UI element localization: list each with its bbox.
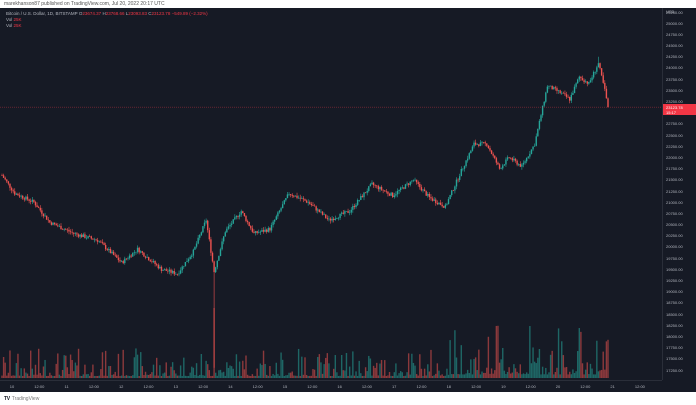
legend-vol-label: Vol (6, 17, 13, 22)
candle-countdown: 15:17 (666, 109, 677, 115)
candlestick-chart[interactable] (0, 8, 662, 380)
price-axis-label: 19500.00 (666, 266, 683, 272)
legend-vol-value: 25K (13, 23, 22, 28)
time-axis-label: 12:00 (471, 384, 482, 389)
price-axis-label: 22250.00 (666, 143, 683, 149)
price-axis-label: 24500.00 (666, 43, 683, 49)
legend-volume-row-2[interactable]: Vol 25K (6, 23, 208, 29)
time-axis-label: 13 (173, 384, 179, 389)
price-axis-label: 23750.00 (666, 76, 683, 82)
legend-symbol[interactable]: Bitcoin / U.S. Dollar, 1D, BITSTAMP (6, 11, 78, 16)
time-axis-label: 11 (64, 384, 69, 389)
legend-close: 23123.78 (151, 11, 171, 16)
price-axis-label: 22500.00 (666, 132, 683, 138)
price-axis-label: 20250.00 (666, 233, 683, 239)
chart-legend: Bitcoin / U.S. Dollar, 1D, BITSTAMP O236… (6, 11, 208, 29)
price-axis-label: 19750.00 (666, 255, 683, 261)
price-axis-label: 20000.00 (666, 244, 683, 250)
chart-panel[interactable]: Bitcoin / U.S. Dollar, 1D, BITSTAMP O236… (0, 8, 696, 392)
price-axis-label: 20750.00 (666, 210, 683, 216)
time-axis-label: 15 (282, 384, 288, 389)
time-axis-label: 14 (228, 384, 233, 389)
price-axis-label: 19000.00 (666, 289, 683, 295)
price-axis-label: 23250.00 (666, 99, 683, 104)
price-axis-label: 21750.00 (666, 166, 683, 172)
legend-open: 23674.37 (82, 11, 102, 16)
tradingview-brand: TradingView (11, 396, 40, 402)
time-axis-label: 10 (9, 384, 15, 389)
time-axis-label: 21 (610, 384, 615, 389)
legend-ohlc-row: Bitcoin / U.S. Dollar, 1D, BITSTAMP O236… (6, 11, 208, 17)
price-axis-label: 24750.00 (666, 31, 683, 37)
price-axis-label: 17250.00 (666, 367, 683, 373)
legend-high: 23768.66 (105, 11, 125, 16)
time-axis-label: 12:00 (580, 384, 591, 389)
time-axis-label: 18 (446, 384, 452, 389)
legend-vol-value: 25K (13, 17, 22, 22)
time-axis-label: 12:00 (88, 384, 99, 389)
legend-low-label: L (125, 11, 129, 16)
price-axis-label: 21000.00 (666, 199, 683, 205)
price-axis-label: 18750.00 (666, 300, 683, 306)
price-axis-label: 18250.00 (666, 322, 683, 328)
legend-change: −549.89 (−2.32%) (171, 11, 208, 16)
price-axis-label: 21250.00 (666, 188, 683, 194)
price-axis-label: 25000.00 (666, 20, 683, 26)
time-axis-label: 12:00 (34, 384, 45, 389)
time-axis-label: 19 (501, 384, 506, 389)
price-axis-currency: USD (666, 9, 675, 14)
price-axis-label: 21500.00 (666, 177, 683, 183)
legend-high-label: H (102, 11, 106, 16)
time-axis-label: 12:00 (525, 384, 536, 389)
price-axis-label: 25250.00 (666, 9, 683, 15)
time-axis-label: 12:00 (198, 384, 209, 389)
price-axis[interactable]: USD 25250.00 25000.00 24750.00 24500.00 2425… (662, 8, 696, 380)
legend-low: 23093.83 (128, 11, 148, 16)
time-axis-label: 12:00 (416, 384, 427, 389)
volume-bars (1, 308, 609, 378)
time-axis[interactable]: 10 12:00 11 12:00 12 12:00 13 12:00 14 12:00 15 12:… (0, 380, 662, 392)
time-axis-label: 12:00 (634, 384, 645, 389)
price-axis-label: 22750.00 (666, 121, 683, 127)
time-axis-label: 12 (118, 384, 124, 389)
time-axis-label: 12:00 (252, 384, 263, 389)
price-axis-label: 17500.00 (666, 356, 683, 362)
published-line: marekhanson87 published on TradingView.c… (4, 1, 165, 7)
price-axis-label: 18000.00 (666, 333, 683, 339)
price-axis-label: 22000.00 (666, 154, 683, 160)
price-axis-label: 18500.00 (666, 311, 683, 317)
price-axis-label: 24250.00 (666, 54, 683, 60)
price-axis-label: 23500.00 (666, 87, 683, 93)
current-price-tag: 23123.78 15:17 (663, 104, 696, 116)
price-axis-label: 24000.00 (666, 65, 683, 71)
time-axis-label: 20 (555, 384, 561, 389)
time-axis-label: 12:00 (361, 384, 372, 389)
legend-close-label: C (148, 11, 152, 16)
candles (1, 56, 609, 368)
legend-volume-row-1[interactable]: Vol 25K (6, 17, 208, 23)
time-axis-label: 12:00 (307, 384, 318, 389)
price-axis-label: 17750.00 (666, 345, 683, 351)
current-price-value: 23123.78 (666, 104, 683, 110)
time-axis-label: 17 (391, 384, 397, 389)
footer: TV TradingView (4, 394, 39, 404)
legend-open-label: O (78, 11, 83, 16)
tradingview-logo-icon: TV (4, 396, 10, 402)
price-axis-label: 20500.00 (666, 222, 683, 228)
time-axis-label: 16 (337, 384, 342, 389)
time-axis-label: 12:00 (143, 384, 154, 389)
legend-vol-label: Vol (6, 23, 13, 28)
price-axis-label: 19250.00 (666, 278, 683, 283)
